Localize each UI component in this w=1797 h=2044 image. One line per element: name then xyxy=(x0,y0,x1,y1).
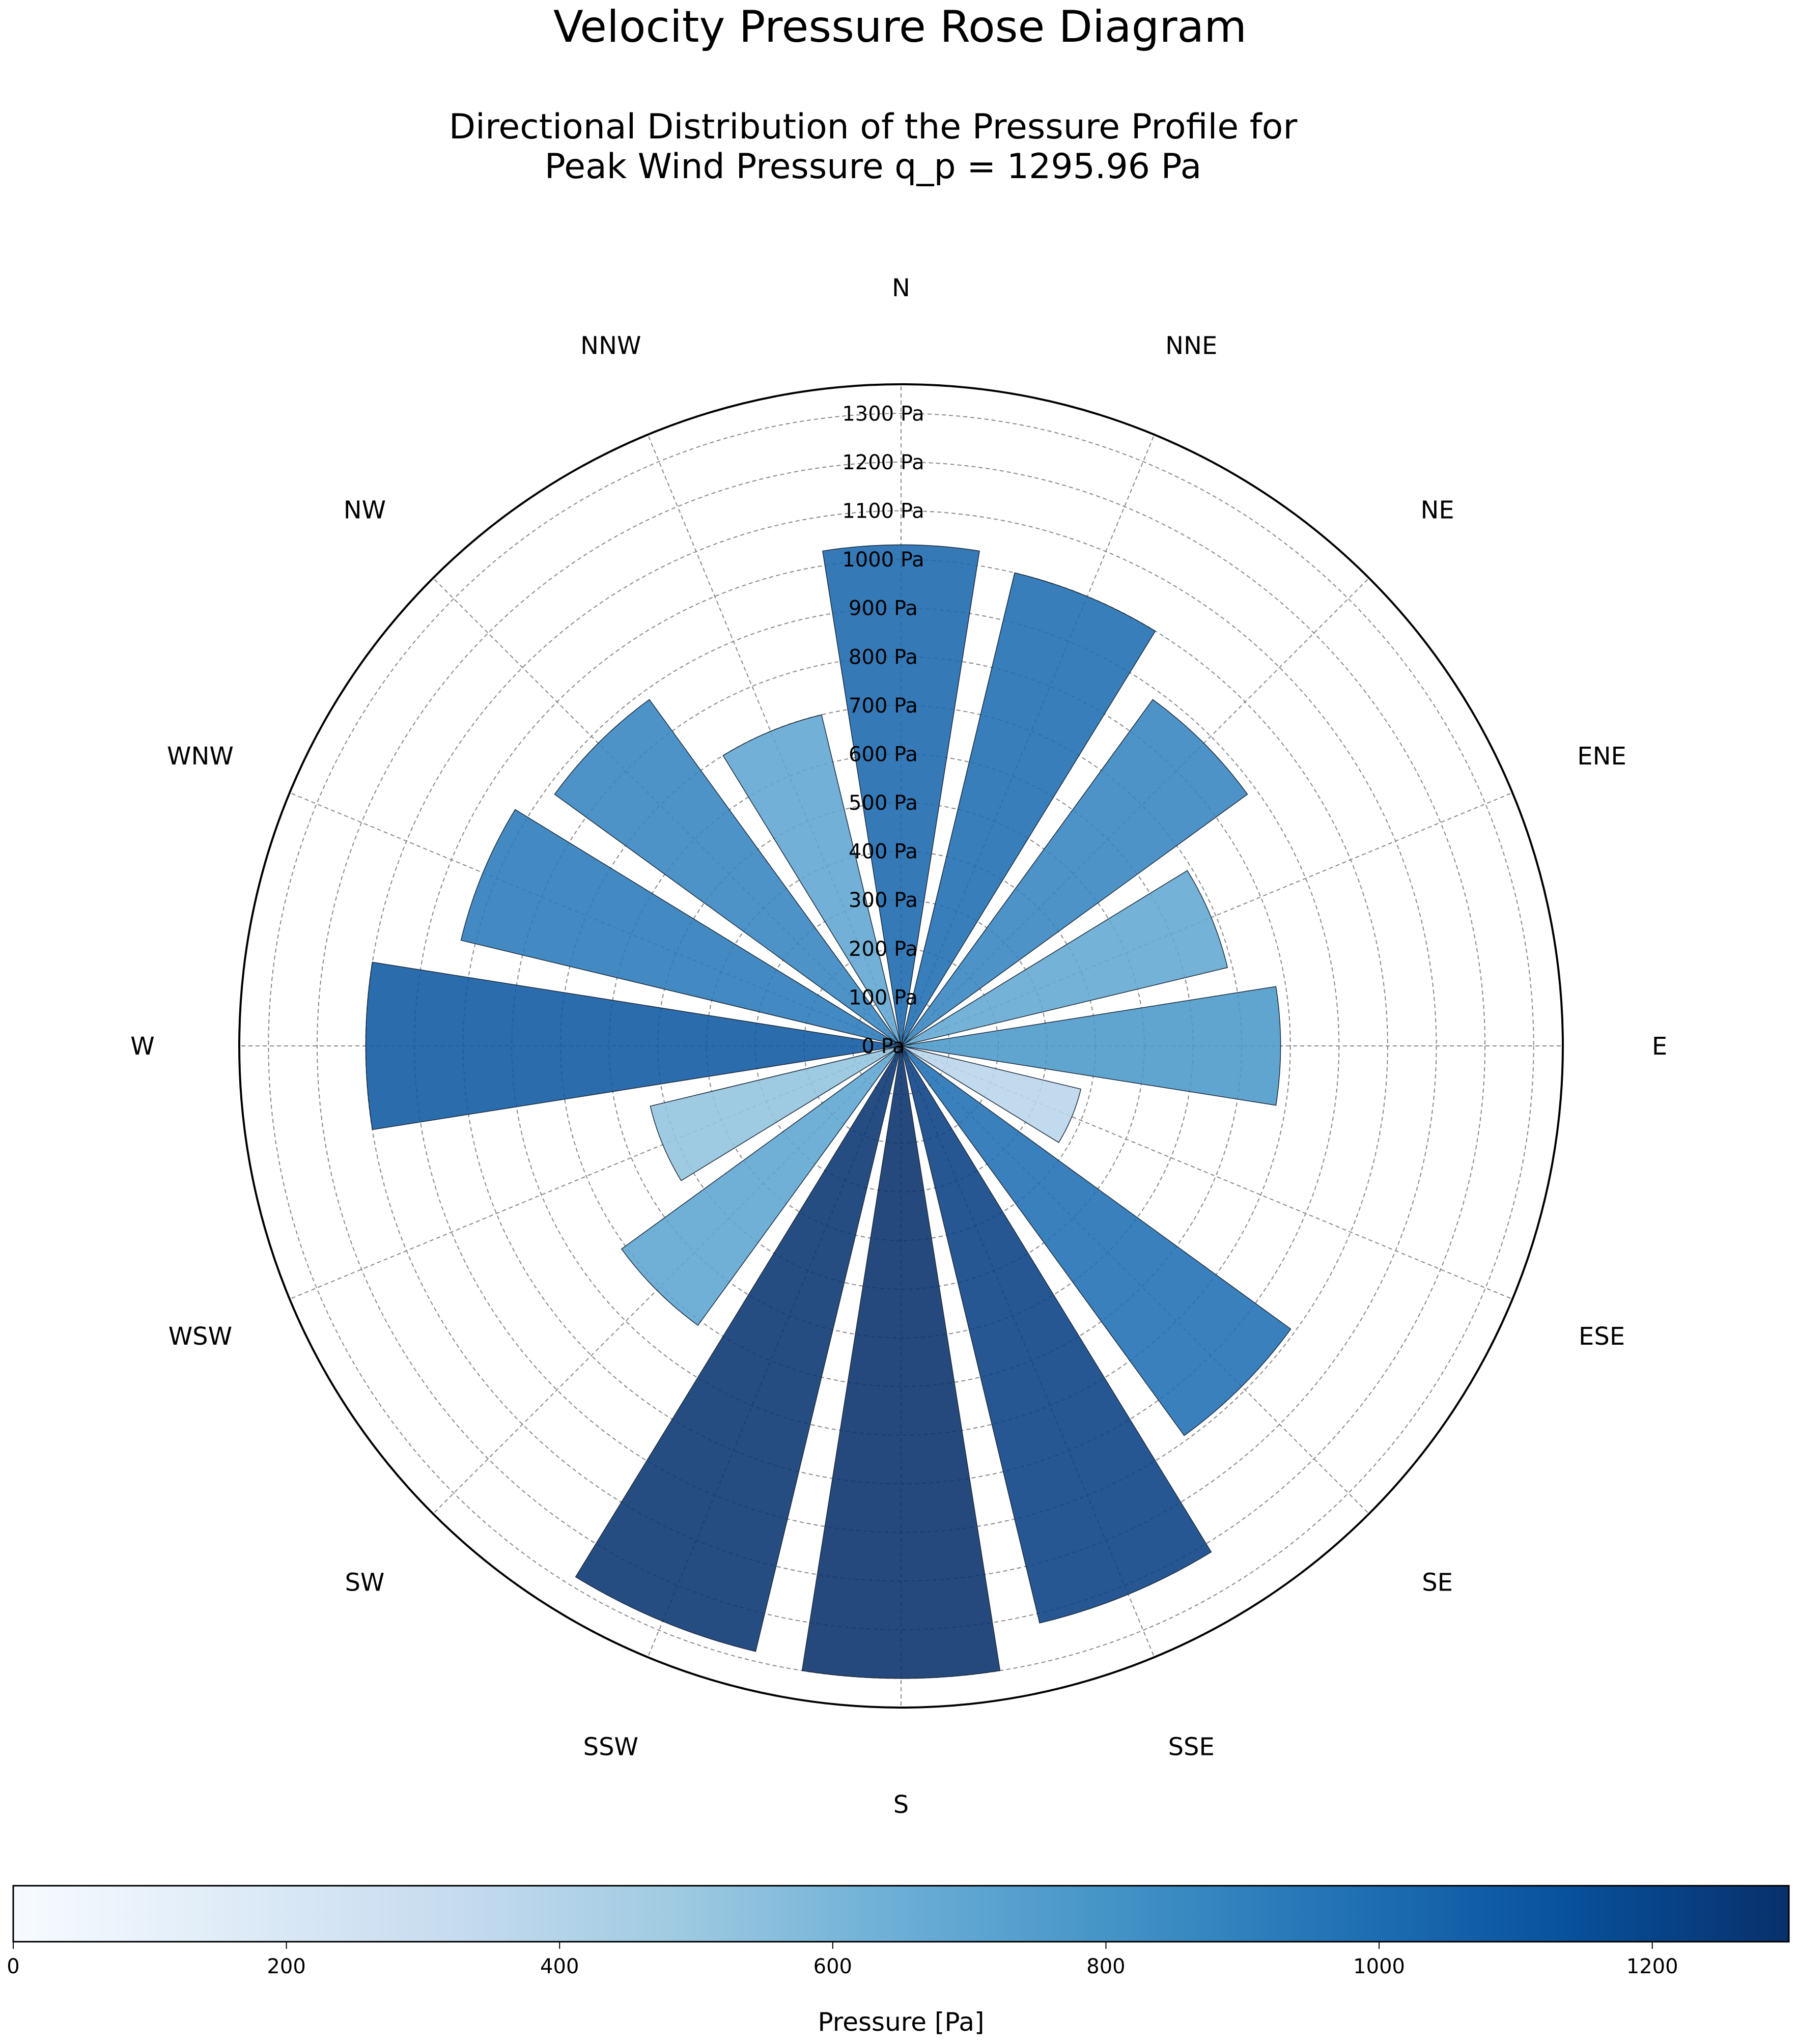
direction-label-NNW: NNW xyxy=(580,331,641,360)
rose-bar-SSW xyxy=(575,1045,902,1652)
rose-bar-WSW xyxy=(650,1045,902,1181)
direction-labels: N NNE NE ENE E ESE SE SSE S SSW SW WSW W WNW NW NNW xyxy=(130,274,1667,1819)
colorbar-tick-label-4: 800 xyxy=(1086,1955,1125,1978)
colorbar-tick-label-0: 0 xyxy=(7,1955,19,1978)
rose-bar-ESE xyxy=(901,1045,1082,1143)
direction-label-SSW: SSW xyxy=(583,1733,638,1762)
colorbar-tick-label-2: 400 xyxy=(540,1955,579,1978)
rose-bar-ENE xyxy=(901,870,1228,1046)
radial-tick-label-10: 1000 Pa xyxy=(842,548,924,572)
direction-label-SW: SW xyxy=(345,1569,384,1597)
direction-label-WSW: WSW xyxy=(169,1322,232,1351)
polar-frame xyxy=(238,383,1564,1709)
direction-label-W: W xyxy=(130,1032,154,1061)
radial-tick-label-0: 0 Pa xyxy=(862,1035,905,1058)
direction-label-WNW: WNW xyxy=(167,742,234,771)
radial-tick-label-8: 800 Pa xyxy=(849,645,918,669)
radial-tick-label-5: 500 Pa xyxy=(849,791,918,815)
radial-tick-label-6: 600 Pa xyxy=(849,743,918,766)
rose-bar-SE xyxy=(901,1045,1291,1436)
direction-label-S: S xyxy=(893,1791,909,1819)
direction-label-ENE: ENE xyxy=(1577,742,1626,771)
rose-bar-NNE xyxy=(901,572,1156,1046)
colorbar-tick-label-6: 1200 xyxy=(1626,1955,1678,1978)
rose-bar-SSE xyxy=(901,1045,1212,1624)
colorbar-ticks: 0 200 400 600 800 1000 1200 xyxy=(7,1942,1678,1978)
direction-label-NNE: NNE xyxy=(1165,331,1217,360)
chart-title: Velocity Pressure Rose Diagram xyxy=(553,2,1247,52)
radial-tick-labels: 0 Pa 100 Pa 200 Pa 300 Pa 400 Pa 500 Pa 600 Pa… xyxy=(842,402,924,1058)
colorbar-gradient xyxy=(12,1885,1790,1943)
radial-tick-label-4: 400 Pa xyxy=(849,840,918,864)
rose-bar-NNW xyxy=(722,714,902,1046)
radial-tick-label-3: 300 Pa xyxy=(849,889,918,912)
colorbar-tick-label-1: 200 xyxy=(267,1955,305,1978)
colorbar: 0 200 400 600 800 1000 1200 Pressure [Pa] xyxy=(7,1885,1790,2037)
direction-label-ESE: ESE xyxy=(1579,1322,1625,1351)
rose-bars xyxy=(365,544,1291,1679)
grid-ring-12 xyxy=(316,461,1486,1631)
chart-subtitle-line-2: Peak Wind Pressure q_p = 1295.96 Pa xyxy=(545,147,1202,187)
radial-tick-label-13: 1300 Pa xyxy=(842,402,924,425)
colorbar-tick-label-3: 600 xyxy=(813,1955,852,1978)
colorbar-label: Pressure [Pa] xyxy=(818,2007,985,2037)
direction-label-SSE: SSE xyxy=(1168,1733,1215,1762)
direction-label-SE: SE xyxy=(1422,1569,1453,1597)
radial-tick-label-7: 700 Pa xyxy=(849,694,918,718)
radial-tick-label-12: 1200 Pa xyxy=(842,451,924,474)
colorbar-tick-label-5: 1000 xyxy=(1353,1955,1405,1978)
direction-label-NW: NW xyxy=(344,496,386,524)
rose-bar-NW xyxy=(554,699,902,1046)
rose-bar-NE xyxy=(901,699,1248,1046)
rose-bar-WNW xyxy=(460,809,902,1046)
radial-tick-label-1: 100 Pa xyxy=(849,986,918,1009)
direction-label-E: E xyxy=(1652,1032,1667,1061)
radial-tick-label-11: 1100 Pa xyxy=(842,500,924,523)
direction-label-N: N xyxy=(892,274,910,302)
rose-bar-W xyxy=(365,961,902,1130)
radial-tick-label-9: 900 Pa xyxy=(849,597,918,620)
rose-bar-N xyxy=(822,544,980,1046)
rose-bar-S xyxy=(801,1045,1001,1679)
rose-bar-E xyxy=(901,986,1281,1106)
radial-tick-label-2: 200 Pa xyxy=(849,938,918,961)
direction-label-NE: NE xyxy=(1420,496,1454,524)
chart-subtitle-line-1: Directional Distribution of the Pressure… xyxy=(449,107,1298,147)
rose-bar-SW xyxy=(621,1045,902,1326)
